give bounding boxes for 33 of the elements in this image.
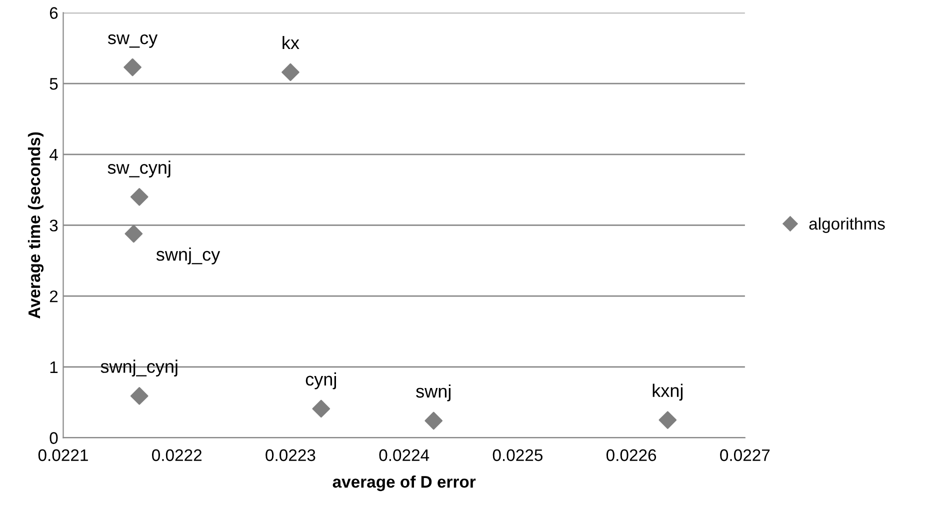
annotation: sw_cy — [108, 34, 158, 48]
y-tick-label: 0 — [50, 432, 58, 444]
point — [124, 58, 142, 76]
x-tick-label: 0.0222 — [152, 449, 202, 462]
x-tick-label: 0.0221 — [38, 449, 88, 462]
x-tick-label: 0.0225 — [492, 449, 542, 462]
y-tick-label: 1 — [50, 361, 58, 373]
y-tick-label: 5 — [50, 78, 58, 90]
y-tick-label: 2 — [50, 290, 58, 302]
annotation: sw_cynj — [108, 160, 170, 178]
annotation: swnj_cy — [156, 248, 220, 264]
y-tick-label: 3 — [50, 220, 58, 232]
point — [282, 63, 300, 82]
x-tick-label: 0.0226 — [606, 449, 656, 462]
point — [124, 224, 143, 243]
y-tick-label: 4 — [49, 148, 58, 160]
x-tick-label: 0.0224 — [379, 449, 430, 462]
annotation: swnj — [416, 384, 450, 402]
point — [130, 387, 148, 405]
y-tick-label: 6 — [50, 7, 58, 19]
annotation: kxnj — [652, 384, 683, 401]
x-tick-label: 0.0223 — [266, 449, 316, 462]
x-tick-label: 0.0227 — [720, 449, 770, 462]
point — [424, 412, 443, 430]
point — [130, 188, 148, 206]
annotation: cynj — [306, 372, 336, 390]
annotation: kx — [282, 36, 300, 50]
y-axis-title: Average time (seconds) — [28, 132, 44, 319]
legend-label: algorithms — [809, 217, 885, 233]
point — [312, 400, 330, 418]
annotation: swnj_cynj — [100, 360, 178, 376]
point — [658, 411, 677, 429]
x-axis-title: average of D error — [332, 476, 476, 492]
